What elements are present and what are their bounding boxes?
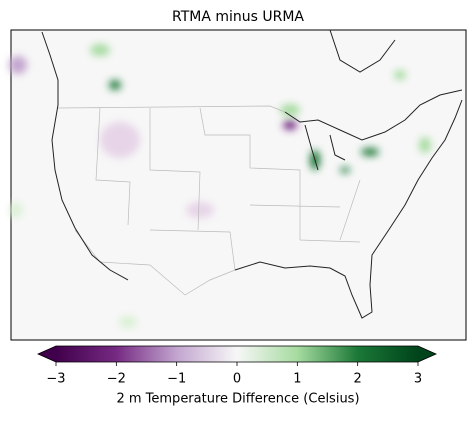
colorbar-tick-label: 0 [233,372,241,387]
colorbar-tick-label: 2 [354,372,362,387]
colorbar-tick-label: 3 [414,372,422,387]
map-frame [10,29,467,341]
colorbar-label: 2 m Temperature Difference (Celsius) [116,392,359,407]
colorbar-tick-label: −3 [46,372,65,387]
colorbar-extend-high [418,346,436,362]
title: RTMA minus URMA [172,9,304,25]
colorbar-tick-label: 1 [293,372,301,387]
colorbar-tick-label: −1 [167,372,186,387]
map [9,29,467,341]
colorbar-tick-label: −2 [107,372,126,387]
colorbar-extend-low [38,346,56,362]
colorbar: −3 −2 −1 0 1 2 3 [37,345,437,387]
anomaly-blobs [9,44,431,328]
colorbar-body [56,346,418,362]
